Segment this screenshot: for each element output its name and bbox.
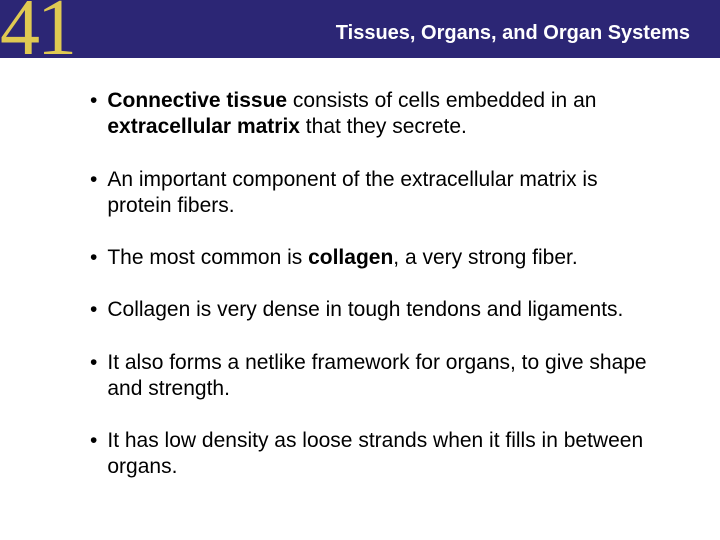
bullet-text: Collagen is very dense in tough tendons … xyxy=(107,297,650,323)
bullet-item: •An important component of the extracell… xyxy=(90,167,650,220)
text-run: An important component of the extracellu… xyxy=(107,168,597,217)
slide-title: Tissues, Organs, and Organ Systems xyxy=(336,22,690,45)
bullet-dot-icon: • xyxy=(90,297,97,323)
bullet-text: It also forms a netlike framework for or… xyxy=(107,350,650,403)
bullet-dot-icon: • xyxy=(90,167,97,220)
bullet-dot-icon: • xyxy=(90,428,97,481)
slide-header: 41 Tissues, Organs, and Organ Systems xyxy=(0,0,720,58)
bold-run: extracellular matrix xyxy=(107,115,300,138)
chapter-number: 41 xyxy=(0,0,74,68)
bullet-text: An important component of the extracellu… xyxy=(107,167,650,220)
bold-run: collagen xyxy=(308,246,393,269)
text-run: consists of cells embedded in an xyxy=(287,89,596,112)
text-run: that they secrete. xyxy=(300,115,467,138)
bullet-text: It has low density as loose strands when… xyxy=(107,428,650,481)
bullet-item: •Connective tissue consists of cells emb… xyxy=(90,88,650,141)
bullet-dot-icon: • xyxy=(90,88,97,141)
bullet-item: • The most common is collagen, a very str… xyxy=(90,245,650,271)
text-run: , a very strong fiber. xyxy=(393,246,577,269)
text-run: Collagen is very dense in tough tendons … xyxy=(107,298,623,321)
text-run: It also forms a netlike framework for or… xyxy=(107,351,646,400)
bullet-text: Connective tissue consists of cells embe… xyxy=(107,88,650,141)
bullet-item: • Collagen is very dense in tough tendons… xyxy=(90,297,650,323)
bullet-dot-icon: • xyxy=(90,350,97,403)
slide-content: •Connective tissue consists of cells emb… xyxy=(0,58,720,481)
text-run: The most common is xyxy=(107,246,308,269)
bullet-item: •It has low density as loose strands whe… xyxy=(90,428,650,481)
bullet-text: The most common is collagen, a very stro… xyxy=(107,245,650,271)
bold-run: Connective tissue xyxy=(107,89,287,112)
bullet-dot-icon: • xyxy=(90,245,97,271)
text-run: It has low density as loose strands when… xyxy=(107,429,643,478)
bullet-item: •It also forms a netlike framework for o… xyxy=(90,350,650,403)
